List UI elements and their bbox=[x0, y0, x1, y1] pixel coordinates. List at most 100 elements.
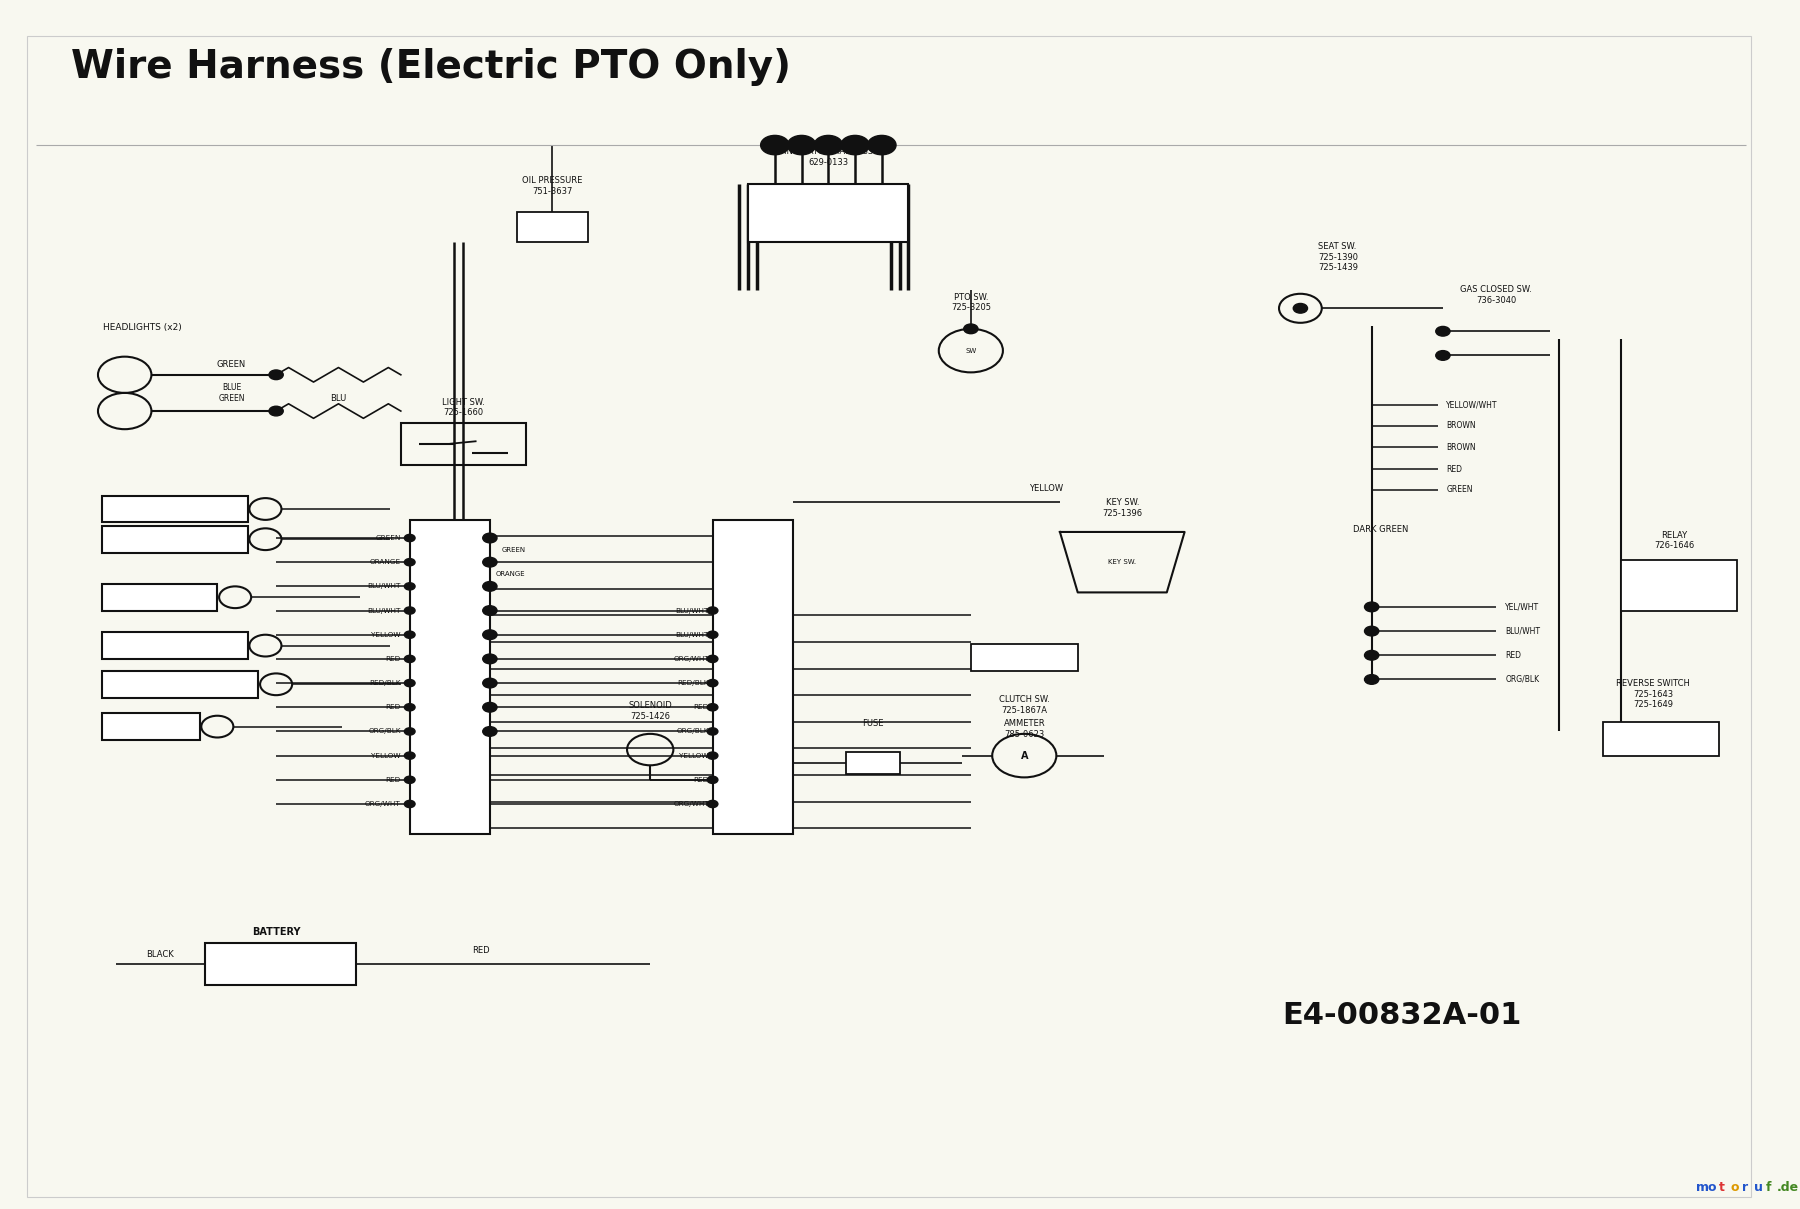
Circle shape bbox=[482, 606, 497, 615]
Bar bbox=[101, 584, 218, 611]
Text: YELLOW: YELLOW bbox=[1660, 736, 1688, 741]
Text: BLUE
GREEN: BLUE GREEN bbox=[218, 383, 245, 403]
Text: INDICATOR HARNESS
629-0133: INDICATOR HARNESS 629-0133 bbox=[783, 147, 873, 167]
Text: RED: RED bbox=[385, 777, 401, 782]
Text: ELECTRIC CLUTCH: ELECTRIC CLUTCH bbox=[135, 504, 212, 514]
Text: Wire Harness (Electric PTO Only): Wire Harness (Electric PTO Only) bbox=[72, 48, 792, 86]
Text: YEL/WHT: YEL/WHT bbox=[1505, 602, 1539, 612]
Circle shape bbox=[963, 324, 977, 334]
Text: MAGNETO: MAGNETO bbox=[137, 592, 182, 602]
Text: +: + bbox=[324, 962, 335, 976]
Text: t: t bbox=[1719, 1181, 1724, 1194]
Text: LIGHT SW.
725-1660: LIGHT SW. 725-1660 bbox=[441, 398, 484, 417]
Text: BLU/WHT: BLU/WHT bbox=[675, 632, 709, 637]
Text: OIL PRESSURE
751-3637: OIL PRESSURE 751-3637 bbox=[522, 177, 583, 196]
Bar bbox=[101, 713, 200, 740]
Circle shape bbox=[405, 679, 416, 687]
Text: ORANGE: ORANGE bbox=[369, 560, 401, 565]
Circle shape bbox=[707, 655, 718, 663]
Text: BLU/WHT: BLU/WHT bbox=[367, 608, 401, 613]
Text: RED: RED bbox=[693, 777, 709, 782]
Text: RED/BLK: RED/BLK bbox=[369, 681, 401, 686]
Text: RED: RED bbox=[1505, 650, 1521, 660]
Circle shape bbox=[761, 135, 788, 155]
Circle shape bbox=[405, 728, 416, 735]
Text: RED/BLK: RED/BLK bbox=[677, 681, 709, 686]
Text: YELLOW: YELLOW bbox=[371, 753, 401, 758]
Text: RED: RED bbox=[472, 947, 490, 955]
Bar bbox=[101, 671, 257, 698]
Circle shape bbox=[1364, 602, 1379, 612]
Bar bbox=[101, 526, 248, 553]
Circle shape bbox=[1292, 303, 1307, 313]
Circle shape bbox=[405, 583, 416, 590]
Bar bbox=[1622, 560, 1737, 611]
Text: ORG/WHT: ORG/WHT bbox=[673, 802, 709, 806]
Text: f: f bbox=[1766, 1181, 1771, 1194]
Text: GAS CLOSED SW.
736-3040: GAS CLOSED SW. 736-3040 bbox=[1460, 285, 1532, 305]
Text: GREEN: GREEN bbox=[502, 548, 526, 553]
Circle shape bbox=[405, 607, 416, 614]
Text: STARTER: STARTER bbox=[131, 722, 169, 731]
Text: RED: RED bbox=[1447, 464, 1462, 474]
Text: ORG/BLK: ORG/BLK bbox=[677, 729, 709, 734]
Circle shape bbox=[1364, 650, 1379, 660]
Circle shape bbox=[868, 135, 896, 155]
Text: BLU: BLU bbox=[331, 394, 347, 403]
Circle shape bbox=[707, 800, 718, 808]
Text: BLU/WHT: BLU/WHT bbox=[675, 608, 709, 613]
Text: A: A bbox=[1021, 751, 1028, 760]
Circle shape bbox=[482, 582, 497, 591]
Circle shape bbox=[482, 557, 497, 567]
Text: CLUTCH SW.
725-1867A: CLUTCH SW. 725-1867A bbox=[999, 695, 1049, 715]
Circle shape bbox=[1436, 351, 1451, 360]
Circle shape bbox=[707, 752, 718, 759]
Text: -: - bbox=[214, 962, 220, 976]
Text: E4-00832A-01: E4-00832A-01 bbox=[1283, 1001, 1523, 1030]
Text: u: u bbox=[1753, 1181, 1762, 1194]
Circle shape bbox=[405, 534, 416, 542]
Text: GREEN: GREEN bbox=[1447, 485, 1472, 494]
Text: o: o bbox=[1730, 1181, 1739, 1194]
Text: RED: RED bbox=[385, 705, 401, 710]
Text: .de: .de bbox=[1777, 1181, 1798, 1194]
Circle shape bbox=[482, 630, 497, 640]
Circle shape bbox=[707, 679, 718, 687]
Bar bbox=[410, 520, 490, 834]
Text: BATTERY: BATTERY bbox=[252, 927, 301, 937]
Text: KEY SW.: KEY SW. bbox=[1109, 560, 1136, 565]
Text: ORG/WHT: ORG/WHT bbox=[365, 802, 401, 806]
Circle shape bbox=[1436, 326, 1451, 336]
Text: AMMETER
785-0623: AMMETER 785-0623 bbox=[1003, 719, 1046, 739]
Text: ALTERNATOR SOL.: ALTERNATOR SOL. bbox=[140, 679, 220, 689]
Text: ORG/WHT: ORG/WHT bbox=[673, 656, 709, 661]
Circle shape bbox=[405, 631, 416, 638]
Text: YELLOW: YELLOW bbox=[1028, 485, 1062, 493]
Circle shape bbox=[841, 135, 869, 155]
Circle shape bbox=[1364, 626, 1379, 636]
Circle shape bbox=[482, 678, 497, 688]
Bar bbox=[970, 644, 1078, 671]
Text: PTO SW.
725-3205: PTO SW. 725-3205 bbox=[950, 293, 990, 312]
Circle shape bbox=[482, 533, 497, 543]
Circle shape bbox=[268, 406, 283, 416]
Text: ALTERNATOR &: ALTERNATOR & bbox=[142, 641, 207, 650]
Circle shape bbox=[707, 631, 718, 638]
Bar bbox=[749, 184, 909, 242]
Text: DARK GREEN: DARK GREEN bbox=[1354, 526, 1408, 534]
Bar bbox=[101, 496, 248, 522]
Text: ORG/BLK: ORG/BLK bbox=[1505, 675, 1539, 684]
Circle shape bbox=[482, 654, 497, 664]
Text: YELLOW: YELLOW bbox=[679, 753, 709, 758]
Text: ORG/BLK: ORG/BLK bbox=[369, 729, 401, 734]
Text: RELAY
726-1646: RELAY 726-1646 bbox=[1654, 531, 1694, 550]
Bar bbox=[1604, 722, 1719, 756]
Circle shape bbox=[482, 702, 497, 712]
Circle shape bbox=[405, 559, 416, 566]
Circle shape bbox=[707, 776, 718, 783]
Text: GREEN: GREEN bbox=[218, 360, 247, 369]
Text: BLACK: BLACK bbox=[146, 950, 175, 959]
Circle shape bbox=[707, 704, 718, 711]
Circle shape bbox=[405, 776, 416, 783]
Text: RED: RED bbox=[385, 656, 401, 661]
